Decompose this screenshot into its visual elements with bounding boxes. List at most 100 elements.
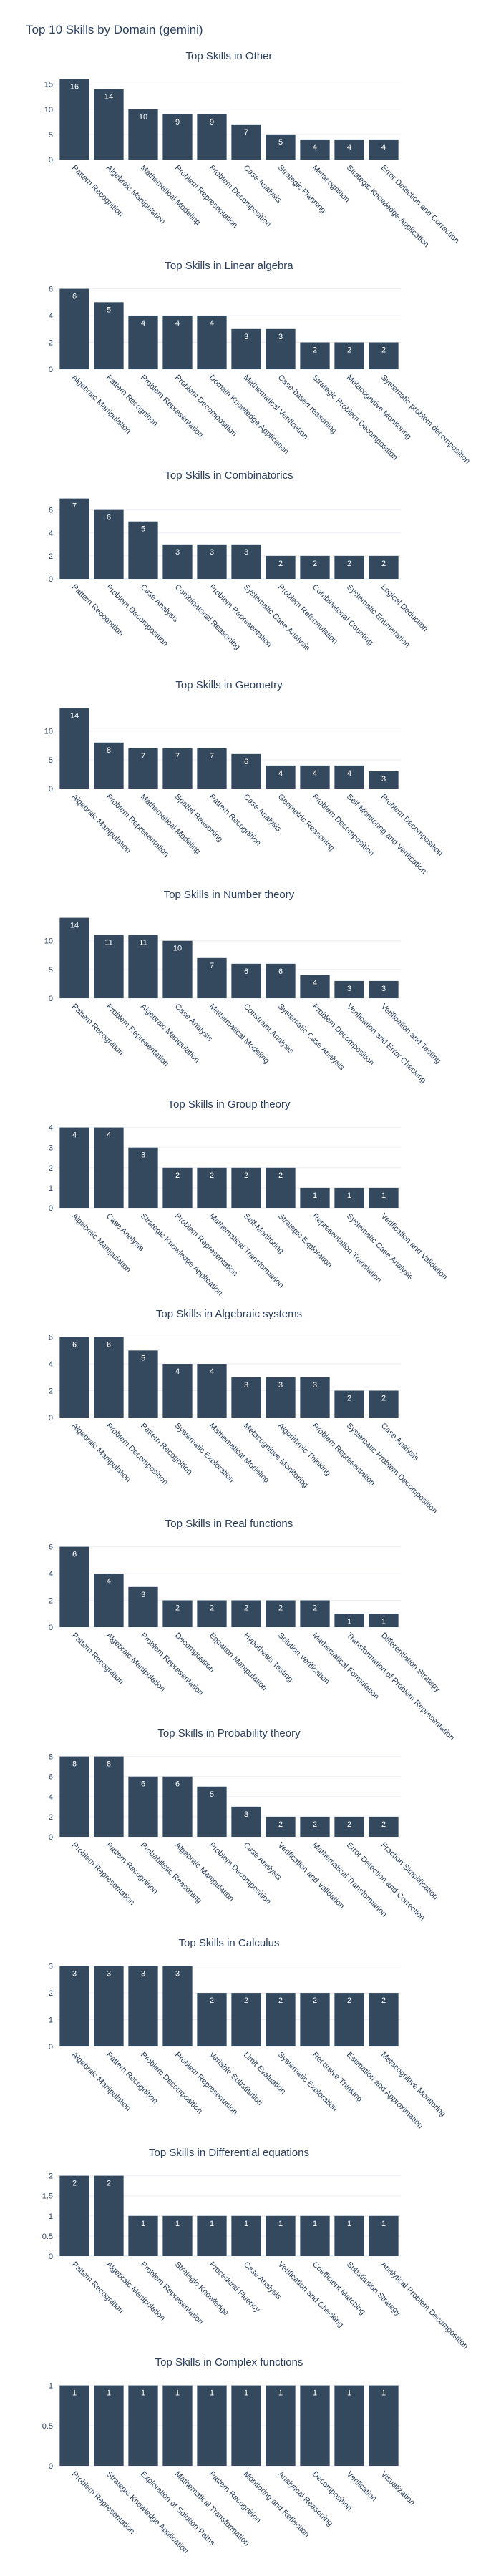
y-tick-label: 0 <box>49 2253 53 2261</box>
bar <box>128 935 158 998</box>
bar <box>266 765 296 789</box>
y-tick-label: 8 <box>49 1753 53 1762</box>
data-label: 3 <box>141 1151 145 1160</box>
data-label: 1 <box>175 2389 180 2398</box>
y-tick-label: 2 <box>49 1813 53 1822</box>
bar <box>334 765 364 789</box>
x-tick-label: Mathematical Modeling <box>139 164 202 227</box>
x-tick-label: Combinatorial Reasoning <box>173 583 242 652</box>
bar <box>369 1614 399 1627</box>
x-tick-label: Mathematical Transformation <box>311 1841 389 1919</box>
x-tick-label: Equation Manipulation <box>208 1631 268 1692</box>
chart-11: Top Skills in Differential equations 0 0.5… <box>42 2147 470 2351</box>
y-tick-label: 4 <box>49 530 53 538</box>
data-label: 2 <box>313 1604 317 1613</box>
x-tick-label: Problem Representation <box>311 1422 376 1488</box>
data-label: 1 <box>347 2220 351 2228</box>
x-tick-label: Metacognitive Monitoring <box>345 374 413 441</box>
x-tick-label: Mathematical Formulation <box>311 1631 381 1702</box>
data-label: 6 <box>141 1780 145 1789</box>
bar <box>128 316 158 369</box>
bar <box>266 1993 296 2046</box>
bar <box>231 753 261 789</box>
data-label: 2 <box>278 1820 283 1829</box>
x-tick-label: Algebraic Manipulation <box>70 374 132 436</box>
bar <box>334 980 364 998</box>
x-tick-label: Problem Representation <box>208 583 273 649</box>
data-label: 1 <box>72 2389 77 2398</box>
bar <box>59 288 89 369</box>
x-tick-label: Problem Representation <box>104 1002 170 1068</box>
x-tick-label: Differentiation Strategy <box>379 1631 442 1694</box>
chart-2: Top Skills in Linear algebra 0 2 4 6 6 Algebra… <box>49 260 472 466</box>
x-tick-label: Algebraic Manipulation <box>173 1841 235 1903</box>
data-label: 3 <box>107 1970 111 1979</box>
chart-12: Top Skills in Complex functions 0 0.5 1 1 Pro… <box>42 2356 417 2555</box>
y-tick-label: 4 <box>49 1360 53 1369</box>
data-label: 7 <box>72 502 77 511</box>
chart-3: Top Skills in Combinatorics02467Pattern … <box>49 469 429 653</box>
bar <box>94 302 124 369</box>
x-tick-label: Problem Representation <box>70 2470 136 2536</box>
data-label: 5 <box>141 525 145 534</box>
y-tick-label: 2 <box>49 1989 53 1998</box>
data-label: 4 <box>210 319 214 328</box>
chart-10: Top Skills in Calculus 0 1 2 3 3 Algebraic Man… <box>49 1937 447 2130</box>
data-label: 5 <box>107 306 111 314</box>
y-tick-label: 0 <box>49 575 53 584</box>
chart-title: Top Skills in Algebraic systems <box>156 1308 302 1320</box>
data-label: 2 <box>381 346 386 355</box>
data-label: 3 <box>278 1381 283 1390</box>
y-tick-label: 0 <box>49 156 53 165</box>
page-title: Top 10 Skills by Domain (gemini) <box>26 23 203 36</box>
data-label: 6 <box>72 1341 77 1350</box>
bar <box>231 124 261 160</box>
bar <box>128 109 158 160</box>
bar <box>231 1993 261 2046</box>
data-label: 3 <box>244 333 248 341</box>
x-tick-label: Problem Representation <box>139 1631 205 1697</box>
data-label: 2 <box>175 1604 180 1613</box>
bar <box>231 328 261 369</box>
data-label: 1 <box>278 2389 283 2398</box>
bar <box>94 89 124 160</box>
bar <box>231 2385 261 2466</box>
x-tick-label: Mathematical Modeling <box>208 1002 271 1065</box>
y-tick-label: 3 <box>49 1963 53 1971</box>
y-tick-label: 6 <box>49 507 53 515</box>
x-tick-label: Algebraic Manipulation <box>104 2260 167 2323</box>
x-tick-label: Problem Representation <box>139 2260 205 2326</box>
x-tick-label: Problem Decomposition <box>104 1422 170 1487</box>
data-label: 1 <box>107 2389 111 2398</box>
data-label: 7 <box>141 752 145 761</box>
bar <box>94 1337 124 1418</box>
data-label: 11 <box>139 939 147 947</box>
bar <box>266 2215 296 2256</box>
data-label: 2 <box>381 1820 386 1829</box>
x-tick-label: Exploration of Solution Paths <box>139 2470 217 2548</box>
data-label: 1 <box>347 1191 351 1200</box>
y-tick-label: 0 <box>49 1414 53 1423</box>
bar <box>59 917 89 998</box>
y-tick-label: 2 <box>49 1164 53 1173</box>
x-tick-label: Problem Representation <box>173 2051 239 2117</box>
data-label: 4 <box>347 769 351 778</box>
x-tick-label: Visualization <box>379 2470 417 2507</box>
data-label: 7 <box>244 128 248 137</box>
bar <box>231 963 261 998</box>
bar <box>128 1966 158 2046</box>
bar <box>300 1600 330 1627</box>
bar <box>266 2385 296 2466</box>
bar <box>197 2215 227 2256</box>
bar <box>300 342 330 369</box>
chart-5: Top Skills in Number theory051014Pattern… <box>44 889 442 1085</box>
y-tick-label: 1.5 <box>42 2192 53 2201</box>
bar <box>369 139 399 160</box>
bar <box>334 139 364 160</box>
bar <box>162 1167 193 1208</box>
bar <box>300 765 330 789</box>
data-label: 1 <box>313 2220 317 2228</box>
data-label: 6 <box>278 967 283 976</box>
bar <box>128 1350 158 1418</box>
